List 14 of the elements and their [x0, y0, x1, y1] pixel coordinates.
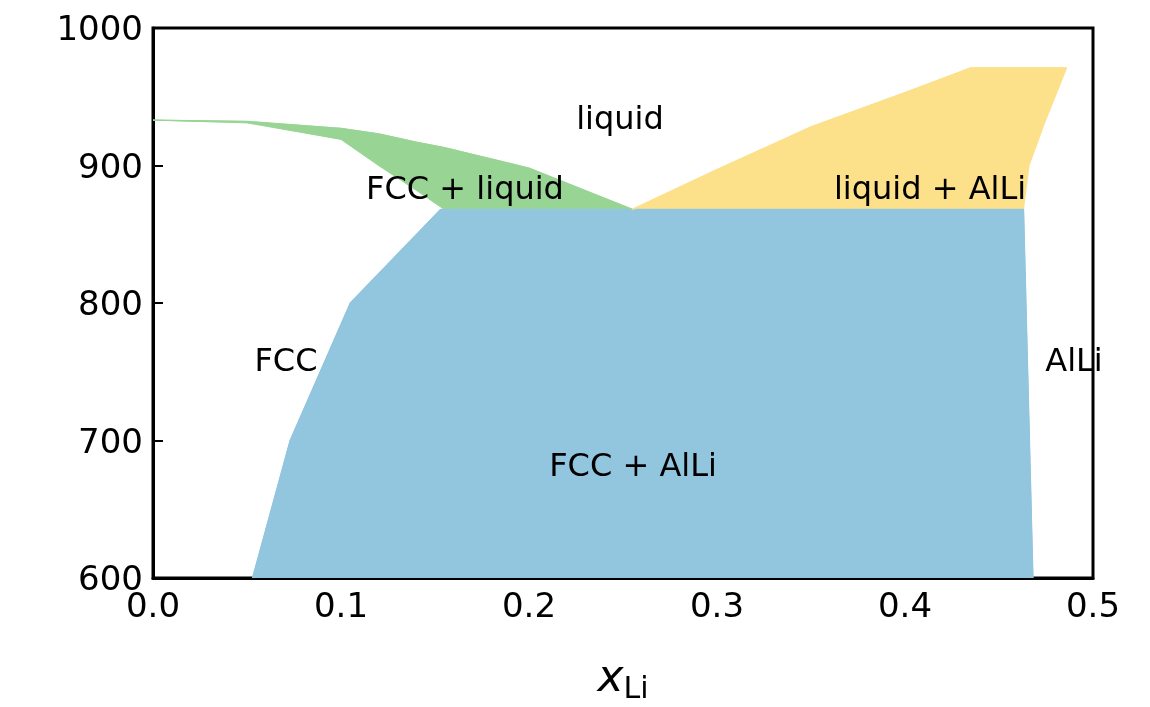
- y-tick-label: 1000: [56, 8, 143, 48]
- y-tick-label: 900: [78, 145, 143, 186]
- x-tick-label: 0.5: [1065, 585, 1121, 625]
- x-tick-label: 0.4: [877, 585, 933, 625]
- annotation: liquid: [576, 99, 664, 137]
- annotation: FCC + liquid: [366, 169, 564, 207]
- annotation: FCC: [254, 341, 318, 379]
- x-tick-label: 0.1: [313, 585, 369, 625]
- annotation: liquid + AlLi: [833, 169, 1027, 207]
- x-tick-label: 0.2: [501, 585, 557, 625]
- y-tick-label: 700: [78, 420, 143, 461]
- y-tick-label: 800: [78, 283, 143, 323]
- x-tick-label: 0.3: [689, 585, 745, 625]
- annotation: FCC + AlLi: [549, 446, 717, 484]
